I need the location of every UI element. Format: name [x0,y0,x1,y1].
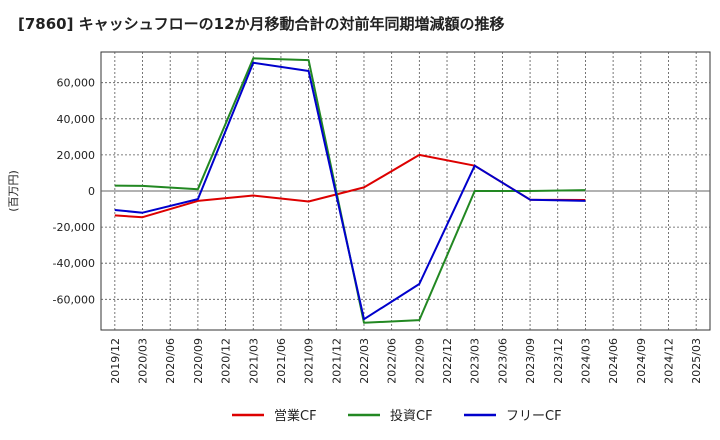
x-tick-label: 2021/12 [330,338,343,384]
x-tick-label: 2021/03 [247,338,260,384]
x-tick-label: 2023/12 [552,338,565,384]
x-tick-label: 2022/12 [441,338,454,384]
legend-label: 営業CF [274,408,317,424]
legend-label: 投資CF [390,408,433,424]
x-tick-label: 2020/09 [192,338,205,384]
series-layer [114,57,586,324]
y-tick-label: -60,000 [53,293,95,306]
x-tick-label: 2023/03 [469,338,482,384]
x-tick-label: 2020/06 [164,338,177,384]
x-tick-label: 2021/06 [275,338,288,384]
legend-label: フリーCF [506,409,562,424]
y-axis-ticks: -60,000 -40,000 -20,000 0 20,000 40,000 60,000 [53,77,95,307]
x-tick-label: 2021/09 [303,338,316,384]
x-tick-label: 2020/12 [220,338,233,384]
x-tick-label: 2023/06 [496,338,509,384]
x-tick-label: 2024/12 [662,338,675,384]
x-tick-label: 2025/03 [690,338,703,384]
x-tick-label: 2022/06 [386,338,399,384]
grid-layer [101,52,710,330]
y-tick-label: 0 [88,185,95,198]
legend: 営業CF 投資CF フリーCF [232,408,562,424]
x-tick-label: 2024/06 [607,338,620,384]
x-tick-label: 2024/03 [579,338,592,384]
x-tick-label: 2020/03 [137,338,150,384]
chart-title: [7860] キャッシュフローの12か月移動合計の対前年同期増減額の推移 [18,15,505,33]
x-tick-label: 2023/09 [524,338,537,384]
x-tick-label: 2024/09 [635,338,648,384]
y-tick-label: 60,000 [57,77,96,90]
y-tick-label: -40,000 [53,257,95,270]
x-axis-ticks: 2019/12 2020/03 2020/06 2020/09 2020/12 2021/… [109,338,703,384]
series-line [114,61,586,321]
y-tick-label: -20,000 [53,221,95,234]
y-tick-label: 40,000 [57,113,96,126]
y-axis-label: (百万円) [7,170,20,212]
x-tick-label: 2022/09 [413,338,426,384]
x-tick-label: 2022/03 [358,338,371,384]
y-tick-label: 20,000 [57,149,96,162]
x-tick-label: 2019/12 [109,338,122,384]
